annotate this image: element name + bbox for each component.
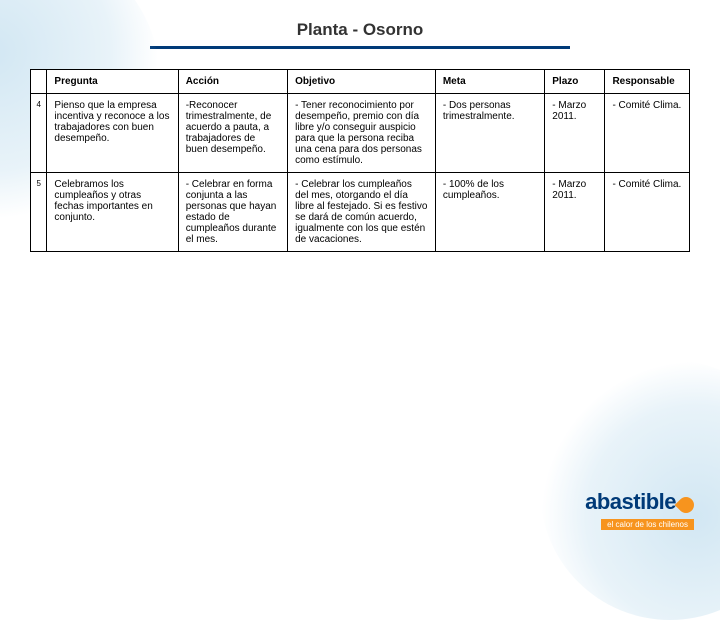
col-header-plazo: Plazo	[545, 70, 605, 94]
brand-name: abastible	[585, 489, 676, 514]
cell-meta: - Dos personas trimestralmente.	[435, 94, 544, 173]
col-header-pregunta: Pregunta	[47, 70, 178, 94]
cell-plazo: - Marzo 2011.	[545, 94, 605, 173]
flame-icon	[675, 493, 698, 516]
cell-pregunta: Pienso que la empresa incentiva y recono…	[47, 94, 178, 173]
page-title: Planta - Osorno	[0, 0, 720, 40]
col-header-num	[31, 70, 47, 94]
cell-objetivo: - Celebrar los cumpleaños del mes, otorg…	[288, 173, 436, 252]
brand-logo: abastible el calor de los chilenos	[585, 491, 694, 532]
cell-pregunta: Celebramos los cumpleaños y otras fechas…	[47, 173, 178, 252]
data-table: Pregunta Acción Objetivo Meta Plazo Resp…	[30, 69, 690, 252]
cell-num: 4	[31, 94, 47, 173]
col-header-objetivo: Objetivo	[288, 70, 436, 94]
table-row: 5 Celebramos los cumpleaños y otras fech…	[31, 173, 690, 252]
cell-responsable: - Comité Clima.	[605, 94, 690, 173]
brand-tagline: el calor de los chilenos	[601, 519, 694, 530]
cell-responsable: - Comité Clima.	[605, 173, 690, 252]
col-header-accion: Acción	[178, 70, 287, 94]
col-header-meta: Meta	[435, 70, 544, 94]
cell-accion: - Celebrar en forma conjunta a las perso…	[178, 173, 287, 252]
table-header-row: Pregunta Acción Objetivo Meta Plazo Resp…	[31, 70, 690, 94]
cell-plazo: - Marzo 2011.	[545, 173, 605, 252]
cell-num: 5	[31, 173, 47, 252]
col-header-responsable: Responsable	[605, 70, 690, 94]
table-row: 4 Pienso que la empresa incentiva y reco…	[31, 94, 690, 173]
cell-accion: -Reconocer trimestralmente, de acuerdo a…	[178, 94, 287, 173]
cell-meta: - 100% de los cumpleaños.	[435, 173, 544, 252]
cell-objetivo: - Tener reconocimiento por desempeño, pr…	[288, 94, 436, 173]
table-container: Pregunta Acción Objetivo Meta Plazo Resp…	[0, 49, 720, 252]
